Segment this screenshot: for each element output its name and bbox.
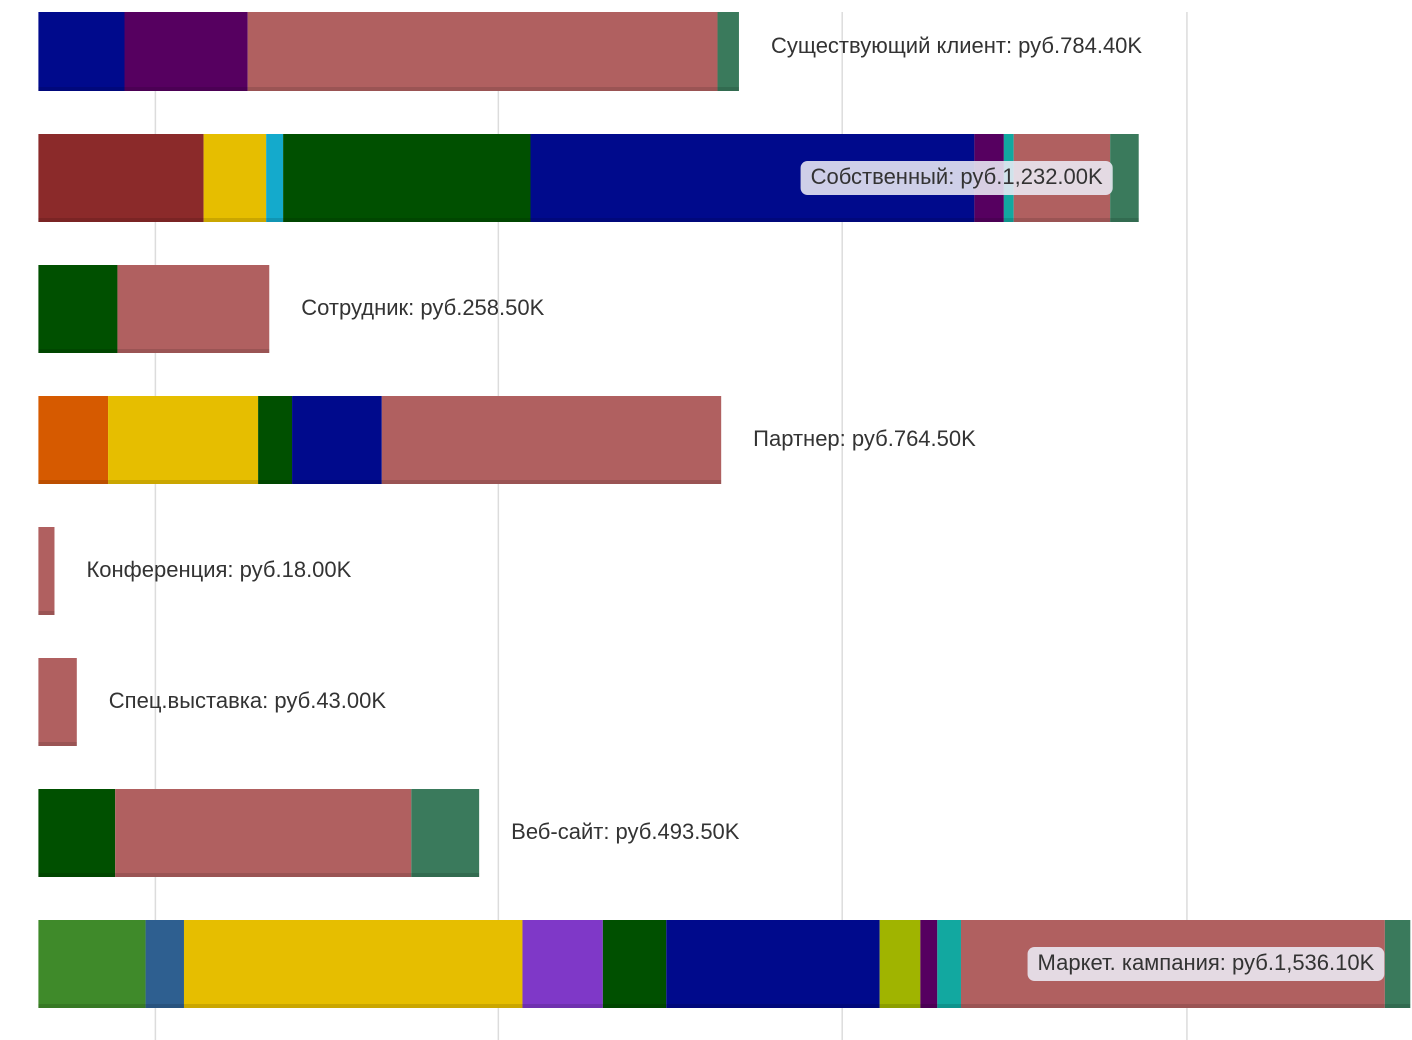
bar-segment <box>602 920 667 1008</box>
bar-segment <box>937 920 961 1008</box>
bar-segment <box>920 920 938 1008</box>
bar-segment <box>124 12 248 91</box>
bar-segment <box>38 134 204 222</box>
bar-segment <box>292 396 382 484</box>
bar-segment <box>145 920 184 1008</box>
bar-shadow <box>38 87 739 91</box>
bars <box>38 12 1411 1008</box>
bar-label-box <box>800 161 1113 195</box>
bar-segment <box>1110 134 1139 222</box>
bar-segment <box>183 920 523 1008</box>
bar-segment <box>38 789 116 877</box>
bar-label: Маркет. кампания: руб.1,536.10K <box>1038 950 1375 975</box>
bar-segment <box>38 527 55 615</box>
bar-segment <box>117 265 270 353</box>
bar-shadow <box>38 611 55 615</box>
bar-segment <box>411 789 480 877</box>
bar-label: Партнер: руб.764.50K <box>753 426 976 451</box>
bar-segment <box>38 658 77 746</box>
bar-label-box <box>1027 947 1385 981</box>
bar-segment <box>38 265 118 353</box>
bar-segment <box>38 396 109 484</box>
bar-segment <box>522 920 603 1008</box>
bar-label: Конференция: руб.18.00K <box>86 557 351 582</box>
bar-shadow <box>38 742 77 746</box>
bar-segment <box>879 920 921 1008</box>
bar-segment <box>38 12 125 91</box>
bar-shadow <box>38 349 270 353</box>
bar-segment <box>115 789 412 877</box>
bar-label: Сотрудник: руб.258.50K <box>301 295 544 320</box>
bar-segment <box>666 920 880 1008</box>
bar-segment <box>258 396 293 484</box>
bar-segment <box>381 396 722 484</box>
bar-label: Веб-сайт: руб.493.50K <box>511 819 740 844</box>
labels: Существующий клиент: руб.784.40K Собствен… <box>86 33 1385 981</box>
bar-segment <box>266 134 284 222</box>
bar-label: Собственный: руб.1,232.00K <box>811 164 1103 189</box>
bar-segment <box>283 134 531 222</box>
bar-segment <box>108 396 259 484</box>
bar-shadow <box>38 1004 1411 1008</box>
bar-segment <box>247 12 718 91</box>
bar-segment <box>1384 920 1411 1008</box>
bar-shadow <box>38 873 480 877</box>
bar-segment <box>203 134 267 222</box>
bar-segment <box>717 12 739 91</box>
bar-shadow <box>38 218 1139 222</box>
bar-shadow <box>38 480 722 484</box>
bar-label: Существующий клиент: руб.784.40K <box>771 33 1142 58</box>
bar-segment <box>38 920 146 1008</box>
bar-label: Спец.выставка: руб.43.00K <box>109 688 387 713</box>
